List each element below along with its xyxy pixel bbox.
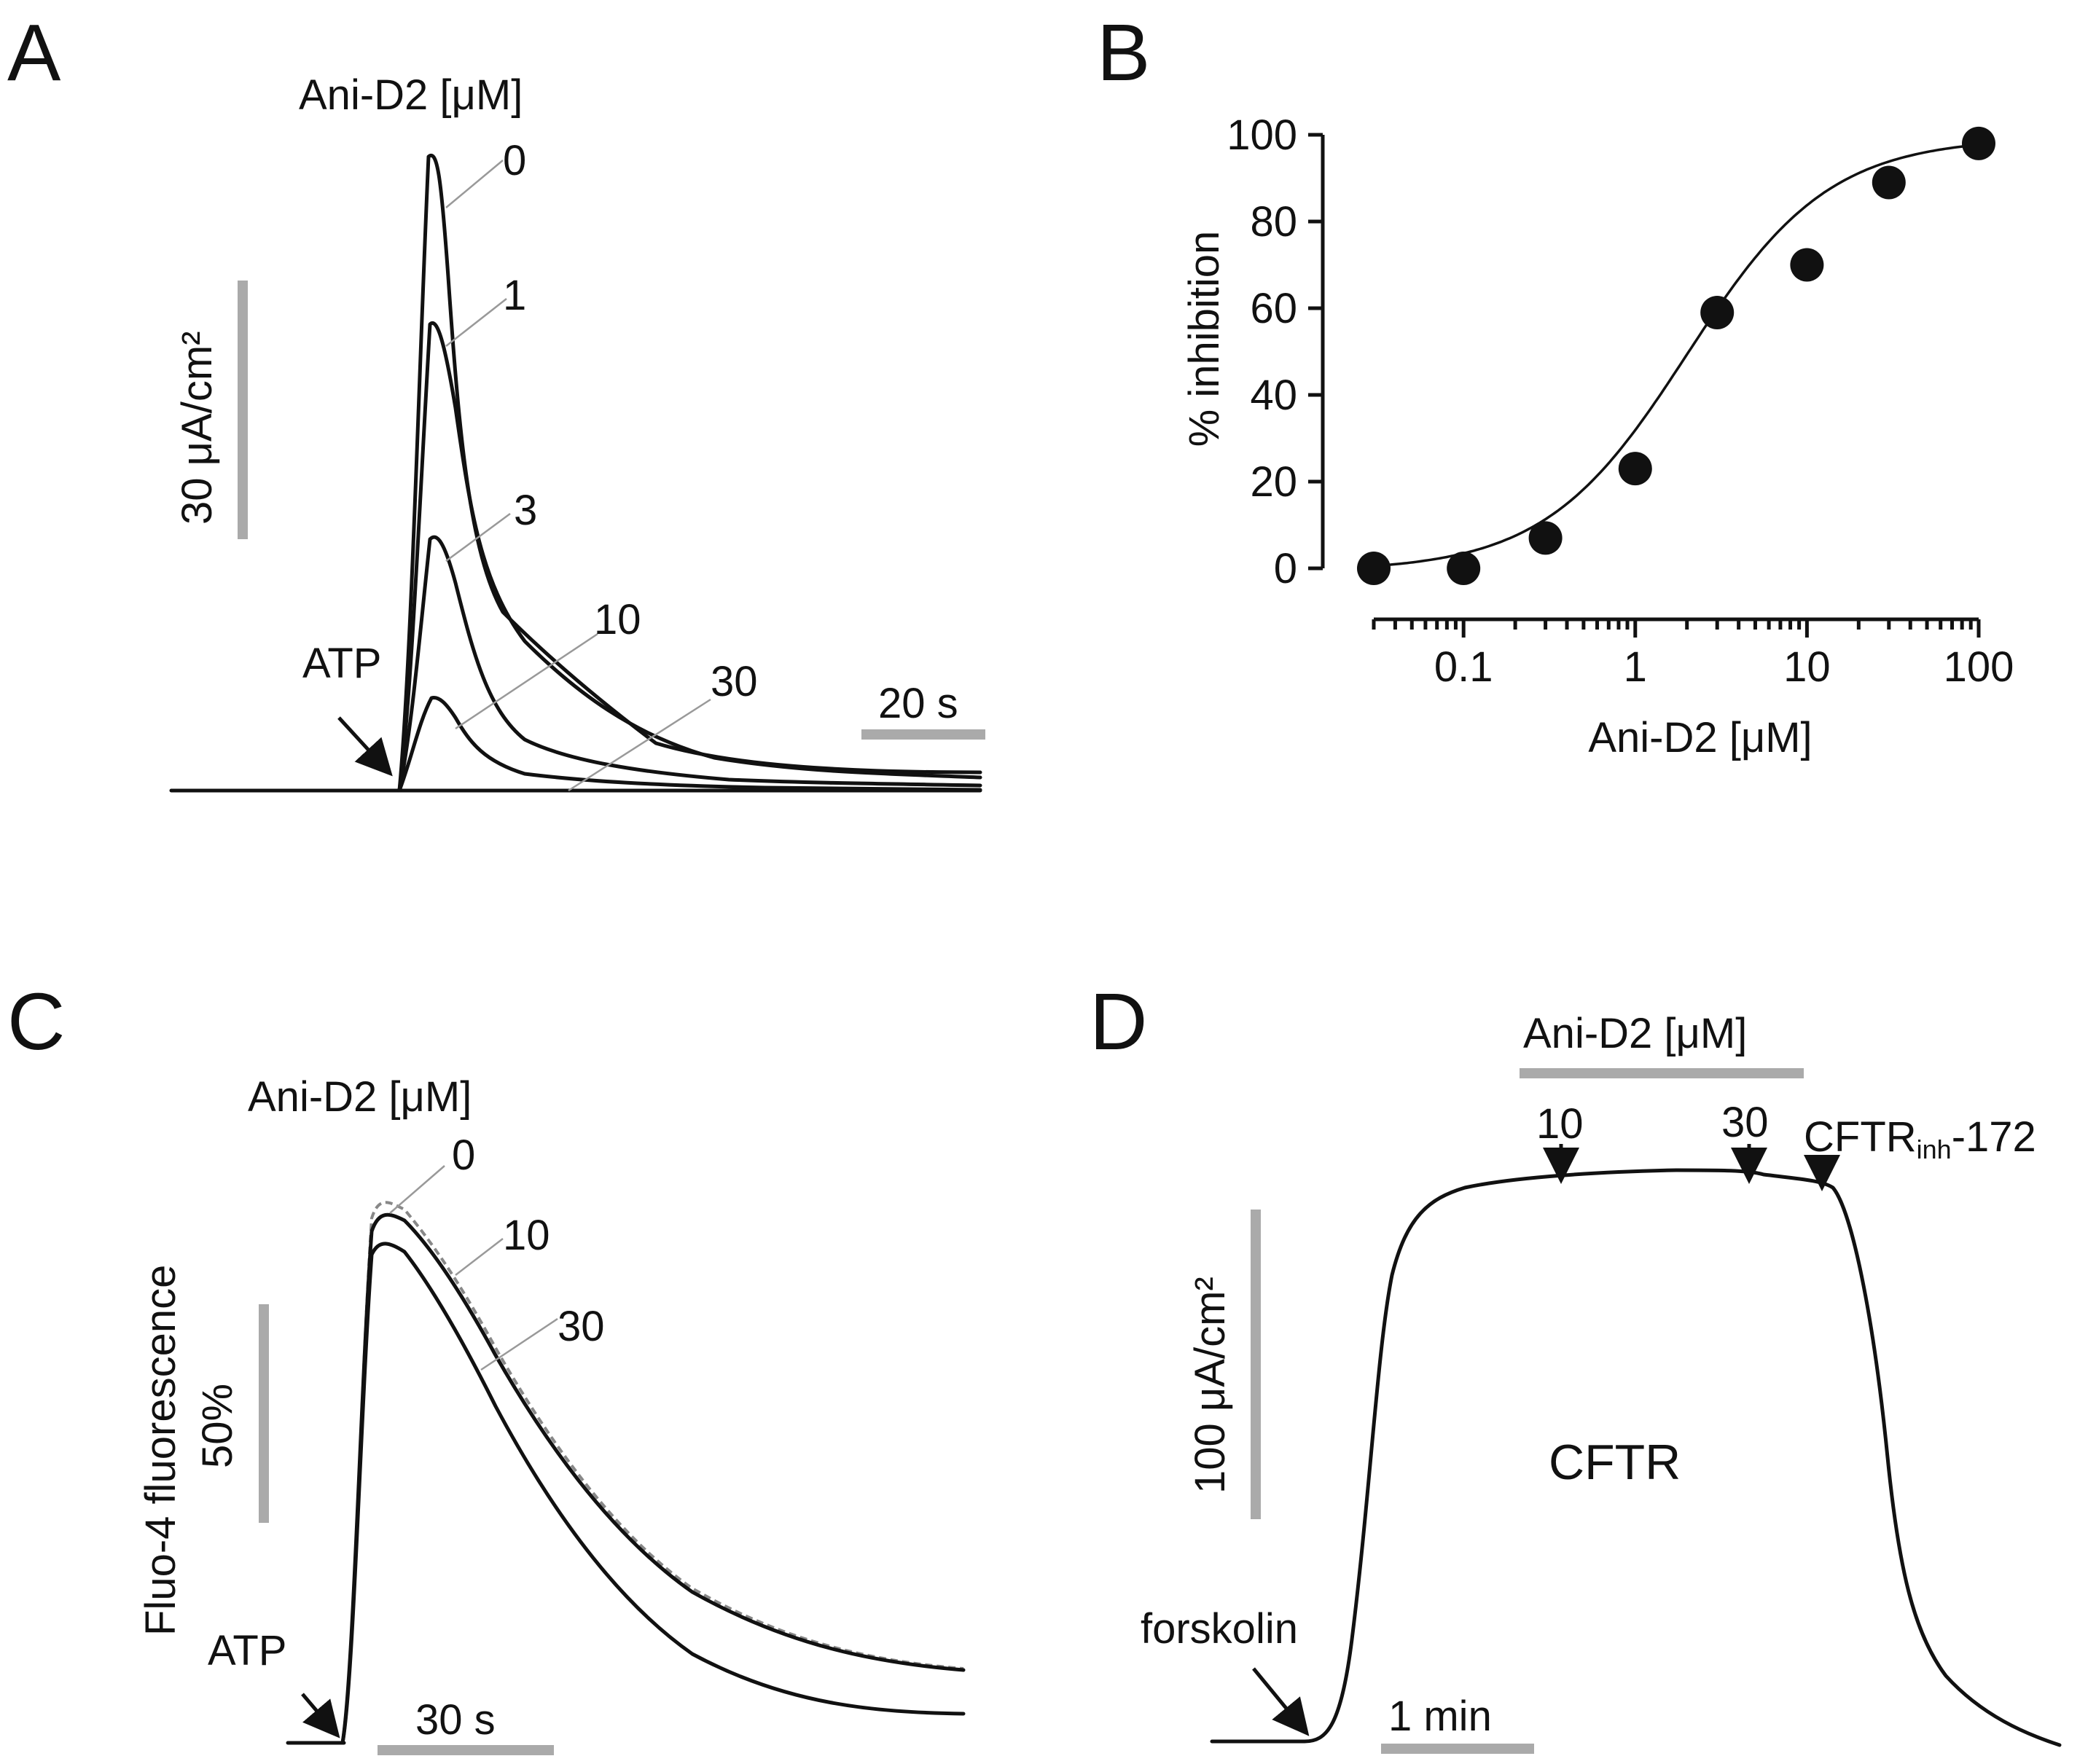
panel-a-label-3: 3 [514, 487, 537, 534]
panel-b-ytick-label: 80 [1250, 198, 1297, 246]
panel-a: A Ani-D2 [μM] 0 1 3 10 30 30 μA/cm² 20 s… [7, 8, 985, 793]
panel-d-trace [1210, 1168, 2062, 1747]
panel-d-scale-x-label: 1 min [1388, 1693, 1492, 1740]
panel-a-atp-label: ATP [302, 640, 382, 687]
panel-d-channel-label: CFTR [1549, 1435, 1681, 1490]
panel-d-label-30: 30 [1721, 1099, 1769, 1146]
panel-d-header: Ani-D2 [μM] [1523, 1010, 1747, 1057]
panel-b-fit [1373, 143, 1979, 568]
panel-b-letter: B [1097, 8, 1150, 98]
panel-b-fit-curve [1373, 143, 1979, 568]
panel-b: B 0 20 40 60 80 100 0.1 1 10 100 % inhibition An… [1097, 8, 2014, 761]
panel-a-leader-3 [445, 512, 511, 562]
panel-c-label-0: 0 [452, 1132, 475, 1179]
panel-c-letter: C [7, 977, 65, 1067]
panel-b-xtick-label: 0.1 [1434, 643, 1493, 691]
panel-b-xlabel: Ani-D2 [μM] [1588, 714, 1812, 761]
panel-b-data-point [1618, 452, 1652, 486]
panel-a-leader-10 [455, 632, 598, 730]
panel-b-xtick-label: 10 [1783, 643, 1831, 691]
panel-b-data-point [1962, 126, 1995, 160]
panel-b-data-point [1528, 521, 1563, 555]
panel-c-atp-label: ATP [208, 1627, 287, 1674]
panel-a-leader-30 [568, 698, 711, 792]
panel-c-atp-arrow [301, 1693, 340, 1738]
panel-a-letter: A [7, 8, 61, 98]
panel-a-header: Ani-D2 [μM] [299, 71, 523, 119]
panel-c-leader-30 [480, 1317, 558, 1371]
panel-b-yticks: 0 20 40 60 80 100 [1227, 111, 1323, 592]
panel-a-scale-y-label: 30 μA/cm² [173, 332, 221, 525]
panel-c-trace-30 [340, 1242, 966, 1745]
panel-d-label-10: 10 [1536, 1100, 1584, 1148]
panel-b-xticks: 0.1 1 10 100 [1372, 619, 2014, 691]
panel-b-ytick-label: 0 [1274, 545, 1297, 592]
panel-c-label-10: 10 [503, 1212, 550, 1259]
panel-b-ytick-label: 60 [1250, 285, 1297, 332]
panel-a-label-30: 30 [711, 658, 758, 705]
panel-b-axes [1321, 135, 1979, 622]
panel-a-leader-1 [445, 298, 507, 347]
panel-d: D Ani-D2 [μM] 10 30 CFTRinh-172 CFTR 100… [1090, 977, 2062, 1754]
panel-a-label-1: 1 [503, 272, 526, 319]
panel-c-leader-10 [455, 1238, 504, 1276]
panel-b-xtick-label: 1 [1624, 643, 1647, 691]
panel-a-label-10: 10 [594, 596, 641, 643]
panel-d-scale-y-label: 100 μA/cm² [1186, 1277, 1234, 1494]
panel-c-scale-y-label: 50% [194, 1384, 241, 1468]
panel-a-atp-arrow [337, 716, 393, 777]
panel-a-leader-0 [445, 160, 504, 208]
panel-c-leader-0 [389, 1165, 445, 1214]
panel-b-points [1357, 126, 1995, 585]
panel-b-data-point [1447, 552, 1481, 585]
panel-d-inhibitor-label: CFTRinh-172 [1804, 1113, 2036, 1164]
panel-a-scale-x-label: 20 s [878, 680, 958, 727]
panel-c-trace-0 [341, 1201, 964, 1744]
panel-b-ytick-label: 40 [1250, 372, 1297, 419]
panel-b-data-point [1700, 295, 1735, 329]
panel-b-data-point [1790, 248, 1824, 282]
panel-c-scale-x-label: 30 s [415, 1696, 496, 1744]
panel-a-trace-10 [397, 696, 982, 793]
panel-c-ylabel: Fluo-4 fluorescence [137, 1265, 184, 1636]
panel-d-forskolin-label: forskolin [1141, 1605, 1298, 1653]
panel-d-letter: D [1090, 977, 1147, 1067]
panel-b-data-point [1357, 552, 1391, 585]
panel-b-ytick-label: 20 [1250, 458, 1297, 506]
panel-a-trace-3 [397, 535, 982, 793]
panel-c: C Ani-D2 [μM] 0 10 30 50% Fluo-4 fluores… [7, 977, 966, 1755]
panel-c-header: Ani-D2 [μM] [248, 1073, 472, 1121]
panel-a-trace-1 [397, 321, 982, 793]
panel-a-label-0: 0 [503, 137, 526, 184]
panel-b-ytick-label: 100 [1227, 111, 1297, 159]
panel-b-xtick-label: 100 [1944, 643, 2014, 691]
panel-b-data-point [1872, 165, 1906, 200]
panel-d-forskolin-arrow [1252, 1667, 1310, 1736]
panel-b-ylabel: % inhibition [1181, 231, 1228, 447]
panel-c-label-30: 30 [558, 1303, 605, 1350]
